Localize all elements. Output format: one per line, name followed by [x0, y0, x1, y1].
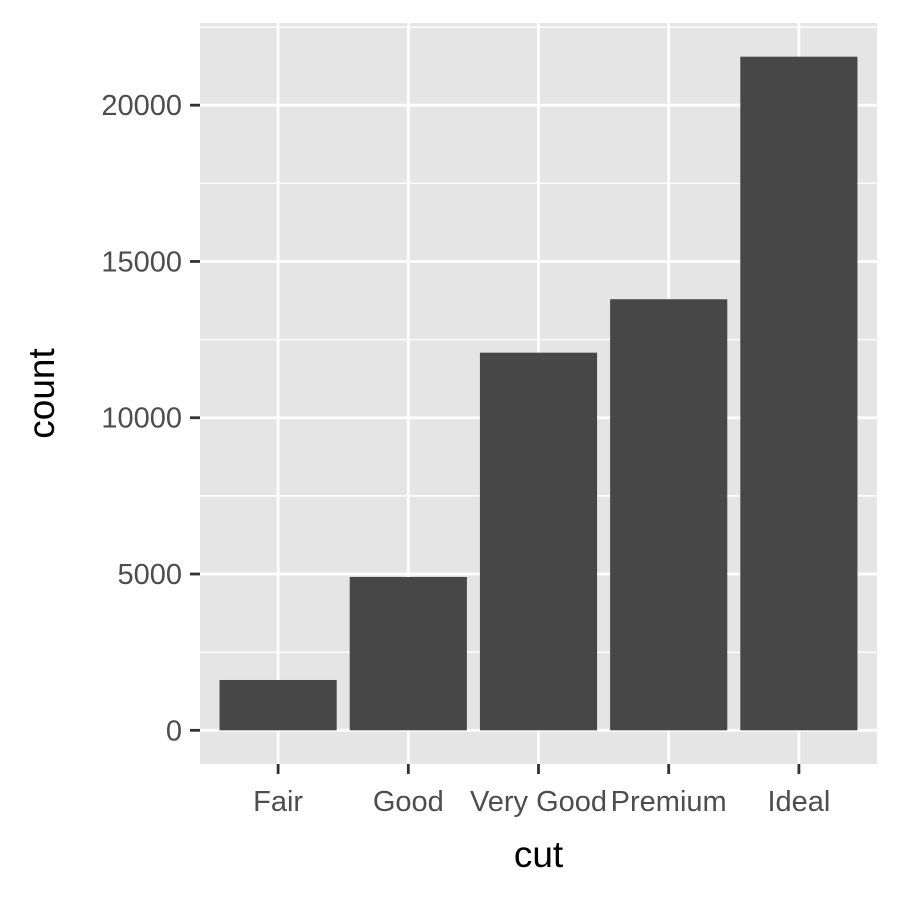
- bars: [219, 56, 858, 731]
- y-axis-title: count: [21, 348, 62, 439]
- y-axis: 0 5000 10000 15000 20000: [101, 90, 200, 747]
- bar-good: [349, 576, 467, 731]
- bar-premium: [610, 299, 728, 731]
- y-tick-label: 5000: [117, 559, 182, 591]
- x-axis-title: cut: [514, 834, 564, 875]
- bar-very-good: [479, 352, 598, 731]
- y-tick-label: 20000: [101, 90, 182, 122]
- x-tick-label: Very Good: [470, 786, 607, 818]
- x-tick-label: Fair: [253, 786, 303, 818]
- x-tick-label: Ideal: [767, 786, 830, 818]
- y-tick-label: 15000: [101, 246, 182, 278]
- y-tick-label: 10000: [101, 403, 182, 435]
- x-tick-label: Premium: [611, 786, 727, 818]
- y-tick-label: 0: [166, 715, 182, 747]
- x-axis: Fair Good Very Good Premium Ideal: [253, 764, 830, 818]
- x-tick-label: Good: [373, 786, 444, 818]
- bar-fair: [219, 679, 337, 731]
- bar-ideal: [740, 56, 858, 731]
